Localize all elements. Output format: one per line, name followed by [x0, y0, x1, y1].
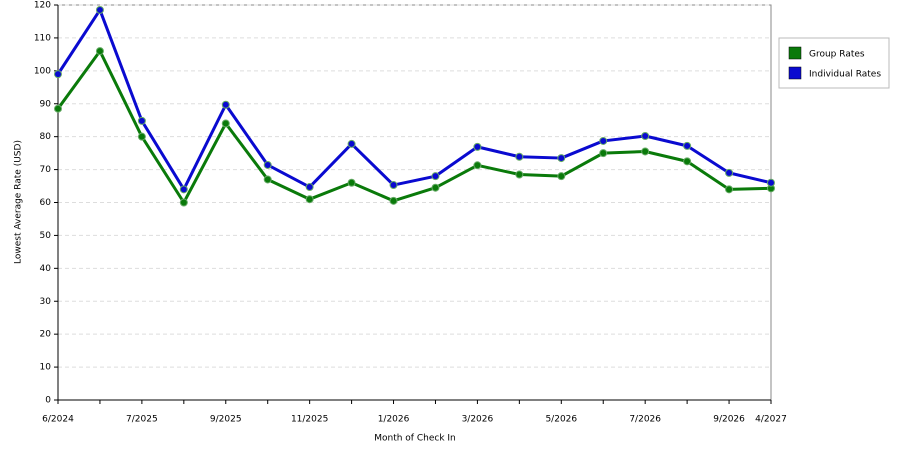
legend-box	[778, 37, 890, 89]
series-line	[56, 8, 772, 191]
data-point	[305, 195, 314, 204]
x-tick-label: 3/2026	[462, 415, 494, 425]
data-point	[683, 141, 692, 150]
legend-swatch	[788, 46, 802, 60]
x-axis-title: Month of Check In	[374, 434, 456, 444]
legend-label: Individual Rates	[809, 70, 881, 80]
data-point	[557, 172, 566, 181]
data-point	[725, 168, 734, 177]
data-point	[431, 183, 440, 192]
data-point	[473, 161, 482, 170]
y-tick-label: 110	[34, 33, 51, 43]
data-point	[641, 147, 650, 156]
data-point	[137, 132, 146, 141]
y-tick-label: 60	[40, 198, 52, 208]
y-tick-label: 80	[40, 132, 52, 142]
data-point	[347, 178, 356, 187]
data-point	[515, 152, 524, 161]
data-point	[179, 185, 188, 194]
data-point	[515, 170, 524, 179]
data-point	[221, 100, 230, 109]
data-point	[179, 198, 188, 207]
x-tick-label: 1/2026	[378, 415, 410, 425]
x-tick-label: 7/2025	[126, 415, 158, 425]
data-point	[389, 181, 398, 190]
x-tick-label: 4/2027	[755, 415, 787, 425]
y-axis-title: Lowest Average Rate (USD)	[14, 140, 24, 264]
x-tick-label: 6/2024	[42, 415, 74, 425]
data-point	[725, 185, 734, 194]
y-tick-label: 90	[40, 99, 52, 109]
data-point	[54, 104, 62, 113]
data-point	[95, 47, 104, 56]
y-tick-label: 100	[34, 66, 51, 76]
y-tick-label: 10	[40, 363, 52, 373]
data-point	[347, 139, 356, 148]
data-point	[54, 70, 62, 79]
data-point	[95, 5, 104, 14]
data-point	[599, 136, 608, 145]
data-point	[641, 132, 650, 141]
y-tick-label: 0	[45, 396, 51, 406]
x-tick-label: 5/2026	[545, 415, 577, 425]
x-tick-label: 7/2026	[629, 415, 661, 425]
data-point	[599, 149, 608, 158]
y-tick-label: 70	[40, 165, 52, 175]
x-tick-label: 11/2025	[291, 415, 328, 425]
data-point	[389, 196, 398, 205]
data-point	[263, 175, 272, 184]
x-tick-label: 9/2025	[210, 415, 242, 425]
data-point	[767, 178, 775, 187]
y-tick-label: 20	[40, 330, 52, 340]
data-point	[473, 142, 482, 151]
series-line	[56, 49, 772, 204]
data-point	[263, 160, 272, 169]
data-point	[683, 157, 692, 166]
legend-swatch	[788, 66, 802, 80]
y-tick-label: 30	[40, 297, 52, 307]
x-tick-label: 9/2026	[713, 415, 745, 425]
data-point	[557, 154, 566, 163]
y-tick-label: 120	[34, 1, 51, 11]
data-point	[221, 119, 230, 128]
legend-label: Group Rates	[809, 50, 865, 60]
data-point	[137, 116, 146, 125]
y-tick-label: 50	[40, 231, 52, 241]
data-point	[431, 172, 440, 181]
data-point	[305, 183, 314, 192]
y-tick-label: 40	[40, 264, 52, 274]
